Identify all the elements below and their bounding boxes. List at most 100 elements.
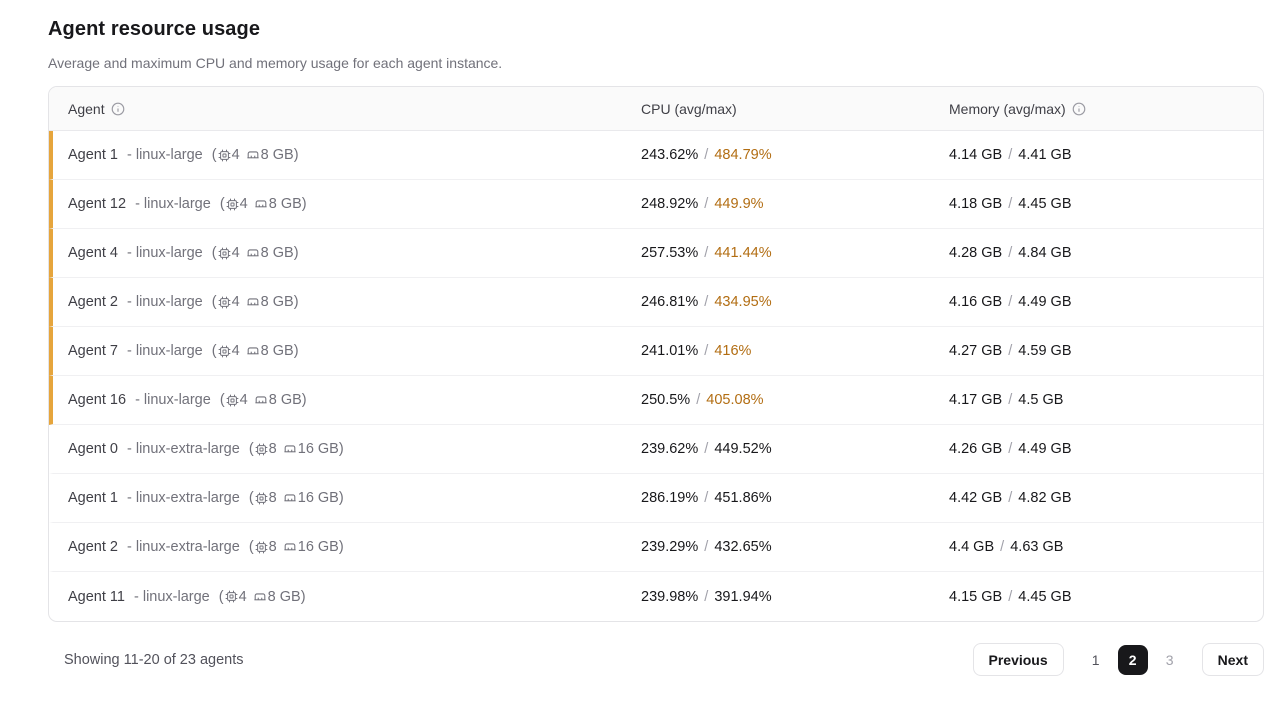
cpu-usage-cell: 248.92% / 449.9% (641, 196, 949, 212)
memory-avg-value: 4.27 GB (949, 343, 1003, 359)
agent-name: Agent 4 (68, 245, 118, 261)
page-number-3[interactable]: 3 (1155, 645, 1185, 675)
agent-cell: Agent 1 - linux-large ( 4 (68, 147, 641, 163)
value-separator: / (1004, 294, 1017, 310)
value-separator: / (700, 196, 713, 212)
specs-open-paren: ( (211, 294, 217, 310)
cpu-avg-value: 286.19% (641, 490, 699, 506)
agent-ram-size: 8 GB (267, 588, 301, 605)
cpu-avg-value: 239.98% (641, 588, 699, 605)
table-row[interactable]: Agent 16 - linux-large ( 4 (49, 376, 1263, 425)
agent-ram-size: 8 GB (260, 147, 294, 163)
value-separator: / (996, 539, 1009, 555)
cpu-chip-icon (255, 443, 268, 456)
memory-max-value: 4.45 GB (1018, 196, 1072, 212)
cpu-usage-cell: 239.29% / 432.65% (641, 539, 949, 555)
value-separator: / (1004, 441, 1017, 457)
table-row[interactable]: Agent 0 - linux-extra-large ( 8 (49, 425, 1263, 474)
specs-open-paren: ( (219, 392, 225, 408)
cpu-chip-icon (226, 394, 239, 407)
table-row[interactable]: Agent 1 - linux-extra-large ( 8 (49, 474, 1263, 523)
agent-specs: ( 4 (220, 392, 307, 408)
cpu-usage-cell: 257.53% / 441.44% (641, 245, 949, 261)
value-separator: / (700, 343, 713, 359)
agent-cpu-count: 4 (231, 343, 240, 359)
cpu-chip-icon (218, 296, 231, 309)
results-summary: Showing 11-20 of 23 agents (64, 651, 244, 668)
cpu-max-value: 391.94% (714, 588, 772, 605)
agent-cpu-count: 4 (239, 196, 248, 212)
memory-avg-value: 4.26 GB (949, 441, 1003, 457)
cpu-max-value: 416% (714, 343, 752, 359)
page-number-1[interactable]: 1 (1081, 645, 1111, 675)
agent-cell: Agent 1 - linux-extra-large ( 8 (68, 490, 641, 506)
cpu-avg-value: 239.29% (641, 539, 699, 555)
specs-close-paren: ) (338, 490, 344, 506)
info-icon[interactable] (1072, 102, 1086, 116)
agent-cell: Agent 0 - linux-extra-large ( 8 (68, 441, 641, 457)
agent-name: Agent 1 (68, 490, 118, 506)
agent-specs: ( 8 (249, 441, 344, 457)
value-separator: / (700, 294, 713, 310)
memory-avg-value: 4.42 GB (949, 490, 1003, 506)
memory-avg-value: 4.28 GB (949, 245, 1003, 261)
value-separator: / (700, 539, 713, 555)
specs-close-paren: ) (293, 343, 299, 359)
table-row[interactable]: Agent 1 - linux-large ( 4 (49, 131, 1263, 180)
table-row[interactable]: Agent 12 - linux-large ( 4 (49, 180, 1263, 229)
table-row[interactable]: Agent 2 - linux-extra-large ( 8 (49, 523, 1263, 572)
cpu-usage-cell: 246.81% / 434.95% (641, 294, 949, 310)
specs-close-paren: ) (293, 245, 299, 261)
agent-ram-size: 8 GB (260, 245, 294, 261)
memory-max-value: 4.63 GB (1010, 539, 1064, 555)
previous-page-button[interactable]: Previous (972, 643, 1064, 676)
agent-name: Agent 2 (68, 539, 118, 555)
table-row[interactable]: Agent 7 - linux-large ( 4 (49, 327, 1263, 376)
agent-specs: ( 8 (249, 539, 344, 555)
agent-cpu-count: 4 (238, 588, 247, 605)
agent-instance-type: - linux-large (135, 196, 211, 212)
cpu-max-value: 441.44% (714, 245, 772, 261)
memory-stick-icon (246, 148, 260, 162)
specs-close-paren: ) (293, 147, 299, 163)
cpu-max-value: 484.79% (714, 147, 772, 163)
agent-name: Agent 0 (68, 441, 118, 457)
memory-stick-icon (246, 246, 260, 260)
memory-max-value: 4.49 GB (1018, 294, 1072, 310)
cpu-max-value: 434.95% (714, 294, 772, 310)
specs-close-paren: ) (300, 588, 306, 605)
agent-instance-type: - linux-extra-large (127, 441, 240, 457)
table-footer: Showing 11-20 of 23 agents Previous 1 2 … (48, 643, 1264, 676)
table-row[interactable]: Agent 2 - linux-large ( 4 (49, 278, 1263, 327)
cpu-usage-cell: 286.19% / 451.86% (641, 490, 949, 506)
agent-cpu-count: 8 (268, 490, 277, 506)
next-page-button[interactable]: Next (1201, 643, 1264, 676)
specs-close-paren: ) (338, 539, 344, 555)
cpu-avg-value: 243.62% (641, 147, 699, 163)
page-number-2-current[interactable]: 2 (1117, 644, 1148, 675)
agent-specs: ( 4 (219, 589, 306, 605)
specs-open-paren: ( (248, 441, 254, 457)
table-row[interactable]: Agent 4 - linux-large ( 4 (49, 229, 1263, 278)
memory-avg-value: 4.17 GB (949, 392, 1003, 408)
agent-instance-type: - linux-large (133, 588, 210, 605)
agent-cell: Agent 4 - linux-large ( 4 (68, 245, 641, 261)
memory-stick-icon (246, 295, 260, 309)
value-separator: / (1004, 343, 1017, 359)
column-header-memory-label: Memory (avg/max) (949, 100, 1066, 117)
cpu-max-value: 449.9% (714, 196, 764, 212)
memory-usage-cell: 4.42 GB / 4.82 GB (949, 490, 1263, 506)
specs-open-paren: ( (248, 539, 254, 555)
value-separator: / (1004, 392, 1017, 408)
agent-name: Agent 16 (68, 392, 127, 408)
agent-instance-type: - linux-large (135, 392, 211, 408)
cpu-max-value: 449.52% (714, 441, 772, 457)
agent-ram-size: 16 GB (297, 539, 339, 555)
memory-usage-cell: 4.4 GB / 4.63 GB (949, 539, 1263, 555)
agent-cell: Agent 11 - linux-large ( 4 (68, 589, 641, 605)
info-icon[interactable] (111, 102, 125, 116)
specs-open-paren: ( (211, 147, 217, 163)
memory-avg-value: 4.16 GB (949, 294, 1003, 310)
value-separator: / (700, 147, 713, 163)
table-row[interactable]: Agent 11 - linux-large ( 4 (49, 572, 1263, 621)
